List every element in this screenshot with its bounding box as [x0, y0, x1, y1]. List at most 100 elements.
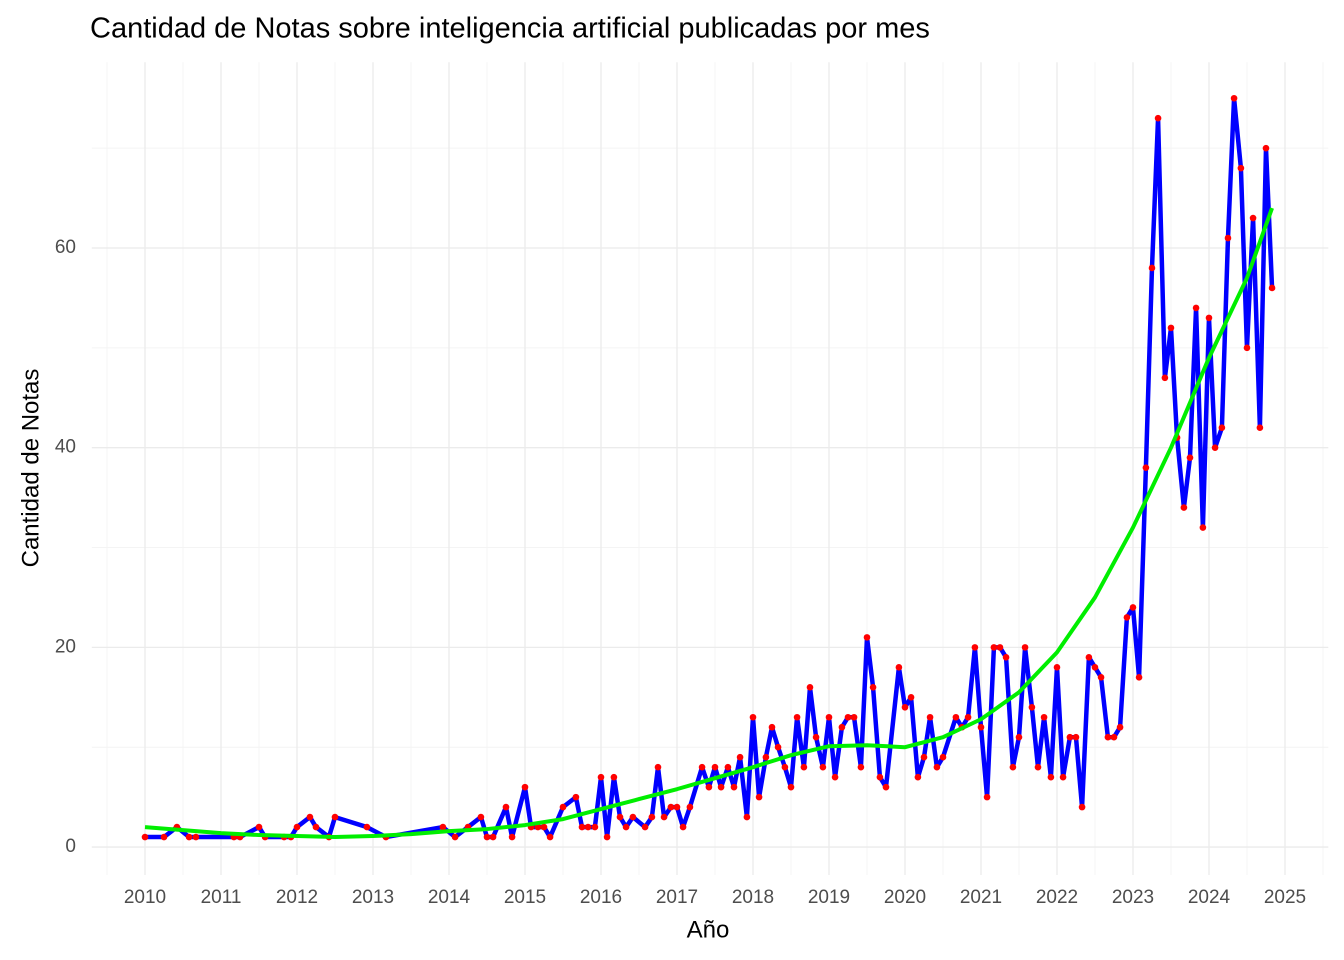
data-point [610, 773, 618, 781]
data-point [629, 813, 637, 821]
data-point [907, 693, 915, 701]
x-tick-label: 2018 [732, 887, 774, 908]
data-point [1192, 304, 1200, 312]
data-point [331, 813, 339, 821]
data-point [850, 713, 858, 721]
data-point [1148, 264, 1156, 272]
x-tick-label: 2016 [580, 887, 622, 908]
data-point [489, 833, 497, 841]
data-point [1256, 424, 1264, 432]
data-point [1180, 504, 1188, 511]
data-point [736, 753, 744, 761]
data-point [312, 823, 320, 831]
data-point [1211, 444, 1219, 451]
data-point [1186, 454, 1194, 461]
data-point [1205, 314, 1213, 322]
data-point [901, 703, 909, 711]
data-point [660, 813, 668, 821]
data-point [831, 773, 839, 781]
data-point [895, 664, 903, 671]
y-tick-label: 20 [55, 636, 76, 657]
data-point [451, 833, 459, 841]
x-tick-label: 2022 [1036, 887, 1078, 908]
data-point [1104, 733, 1112, 741]
x-tick-label: 2014 [428, 887, 471, 908]
data-point [705, 783, 713, 791]
data-point [1085, 654, 1093, 661]
data-point [768, 723, 776, 731]
data-point [971, 644, 979, 651]
x-tick-label: 2019 [808, 887, 850, 908]
y-axis-title: Cantidad de Notas [17, 369, 44, 568]
x-tick-label: 2010 [124, 887, 166, 908]
data-point [572, 793, 580, 801]
data-point [749, 713, 757, 721]
data-point [363, 823, 371, 831]
data-point [819, 763, 827, 771]
data-point [1167, 324, 1175, 332]
data-point [1009, 763, 1017, 771]
data-point [964, 713, 972, 721]
data-point [1047, 773, 1055, 781]
data-point [762, 753, 770, 761]
data-point [711, 763, 719, 771]
data-point [876, 773, 884, 781]
data-point [1066, 733, 1074, 741]
x-tick-label: 2021 [960, 887, 1002, 908]
chart-title: Cantidad de Notas sobre inteligencia art… [90, 13, 930, 45]
data-point [559, 803, 567, 811]
data-point [1142, 464, 1150, 471]
data-point [1091, 664, 1099, 671]
data-point [306, 813, 314, 821]
data-point [920, 753, 928, 761]
data-point [439, 823, 447, 831]
data-point [1230, 94, 1238, 102]
data-point [1268, 284, 1276, 292]
data-point [578, 823, 586, 831]
x-tick-label: 2023 [1112, 887, 1154, 908]
data-point [654, 763, 662, 771]
x-axis-title: Año [687, 916, 730, 943]
data-point [812, 733, 820, 741]
data-point [1116, 723, 1124, 731]
y-tick-label: 40 [55, 437, 76, 458]
data-point [1053, 664, 1061, 671]
data-point [869, 684, 877, 691]
data-point [1034, 763, 1042, 771]
x-tick-label: 2012 [276, 887, 318, 908]
data-point [882, 783, 890, 791]
data-point [781, 763, 789, 771]
data-point [1199, 524, 1207, 531]
data-point [502, 803, 510, 811]
y-tick-label: 0 [65, 836, 76, 857]
data-point [622, 823, 630, 831]
data-point [534, 823, 542, 831]
data-point [933, 763, 941, 771]
x-tick-label: 2017 [656, 887, 698, 908]
data-point [160, 833, 168, 841]
data-point [926, 713, 934, 721]
data-point [800, 763, 808, 771]
data-point [192, 833, 200, 841]
data-point [1015, 733, 1023, 741]
data-point [616, 813, 624, 821]
data-point [825, 713, 833, 721]
data-point [844, 713, 852, 721]
data-point [1110, 733, 1118, 741]
data-point [1161, 374, 1169, 382]
data-point [648, 813, 656, 821]
data-point [743, 813, 751, 821]
x-tick-label: 2025 [1264, 887, 1306, 908]
data-point [1135, 674, 1143, 681]
data-point [717, 783, 725, 791]
data-point [597, 773, 605, 781]
data-point [755, 793, 763, 801]
data-point [983, 793, 991, 801]
data-point [1154, 114, 1162, 122]
data-point [1218, 424, 1226, 432]
trend-line [144, 207, 1274, 840]
x-tick-label: 2013 [352, 887, 394, 908]
data-point [730, 783, 738, 791]
data-point [1059, 773, 1067, 781]
data-point [540, 823, 548, 831]
